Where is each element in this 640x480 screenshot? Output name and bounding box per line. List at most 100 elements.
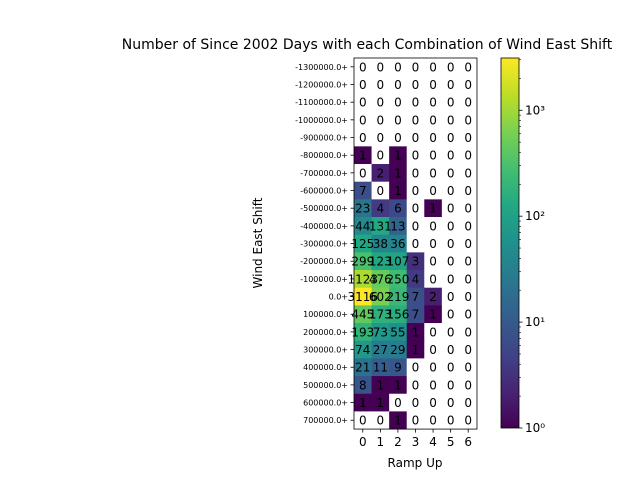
cell-value-label: 0: [447, 378, 455, 392]
cell-value-label: 1: [429, 202, 437, 216]
heatmap-cell: [371, 164, 390, 183]
heatmap-cell: [459, 340, 478, 359]
cell-value-label: 193: [351, 325, 374, 339]
cell-value-label: 131: [369, 219, 392, 233]
cell-value-label: 0: [429, 272, 437, 286]
heatmap-cell: [424, 340, 443, 359]
heatmap-cell: [424, 411, 443, 430]
heatmap-cell: [406, 93, 425, 112]
heatmap-cell: [424, 58, 443, 77]
heatmap-cell: [406, 146, 425, 165]
cell-value-label: 0: [464, 325, 472, 339]
cell-value-label: 0: [412, 361, 420, 375]
cell-value-label: 0: [377, 414, 385, 428]
cell-value-label: 36: [390, 237, 405, 251]
cell-value-label: 55: [390, 325, 405, 339]
heatmap-cell: [441, 270, 460, 289]
cell-value-label: 0: [377, 131, 385, 145]
heatmap-cell: [441, 146, 460, 165]
heatmap-cell: [389, 411, 408, 430]
cell-value-label: 0: [412, 149, 420, 163]
colorbar-gradient: [501, 58, 519, 428]
heatmap-cell: [389, 199, 408, 218]
heatmap-cell: [389, 111, 408, 130]
heatmap-cell: [371, 93, 390, 112]
cell-value-label: 0: [447, 60, 455, 74]
heatmap-cell: [389, 75, 408, 94]
cell-value-label: 4: [377, 202, 385, 216]
cell-value-label: 0: [429, 219, 437, 233]
heatmap-cell: [354, 199, 372, 218]
x-tick-label: 2: [394, 435, 402, 449]
heatmap-cell: [459, 287, 478, 306]
heatmap-cell: [371, 146, 390, 165]
heatmap-cell: [441, 411, 460, 430]
heatmap-cell: [354, 58, 372, 77]
heatmap-cell: [459, 217, 478, 236]
y-tick-label: -1200000.0+: [295, 81, 348, 90]
y-tick-label: -200000.0+: [300, 257, 348, 266]
cell-value-label: 0: [447, 396, 455, 410]
cell-value-label: 0: [412, 60, 420, 74]
x-axis-label: Ramp Up: [388, 456, 443, 470]
cell-value-label: 8: [359, 378, 367, 392]
cell-value-label: 0: [464, 149, 472, 163]
colorbar-tick-label: 10³: [525, 103, 545, 117]
heatmap-cell: [459, 164, 478, 183]
cell-value-label: 2: [377, 166, 385, 180]
y-tick-label: -1300000.0+: [295, 63, 348, 72]
heatmap-cell: [354, 93, 372, 112]
heatmap-cell: [424, 323, 443, 342]
cell-value-label: 0: [464, 202, 472, 216]
cell-value-label: 0: [394, 113, 402, 127]
heatmap-cell: [406, 234, 425, 253]
x-tick-label: 5: [447, 435, 455, 449]
cell-value-label: 1: [412, 343, 420, 357]
heatmap-cell: [371, 393, 390, 412]
cell-value-label: 3116: [348, 290, 379, 304]
heatmap-cell: [354, 270, 372, 289]
heatmap-cell: [406, 111, 425, 130]
heatmap-cell: [371, 340, 390, 359]
cell-value-label: 0: [464, 166, 472, 180]
heatmap-cell: [459, 234, 478, 253]
heatmap-cell: [371, 305, 390, 324]
cell-value-label: 1: [377, 396, 385, 410]
heatmap-cell: [459, 146, 478, 165]
cell-value-label: 0: [412, 396, 420, 410]
heatmap-cell: [424, 93, 443, 112]
heatmap-cell: [441, 358, 460, 377]
cell-value-label: 0: [447, 113, 455, 127]
cell-value-label: 0: [429, 343, 437, 357]
cell-value-label: 13: [390, 219, 405, 233]
heatmap-cell: [424, 376, 443, 395]
cell-value-label: 1: [394, 414, 402, 428]
cell-value-label: 1: [394, 378, 402, 392]
heatmap-cell: [459, 376, 478, 395]
cell-value-label: 0: [377, 78, 385, 92]
heatmap-cell: [424, 287, 443, 306]
heatmap-cell: [371, 217, 390, 236]
y-tick-label: -900000.0+: [300, 134, 348, 143]
cell-value-label: 0: [464, 396, 472, 410]
heatmap-cell: [441, 111, 460, 130]
cell-value-label: 7: [412, 308, 420, 322]
x-tick-label: 1: [377, 435, 385, 449]
cell-value-label: 0: [464, 272, 472, 286]
cell-value-label: 0: [464, 96, 472, 110]
cell-value-label: 1: [394, 184, 402, 198]
cell-value-label: 0: [447, 219, 455, 233]
heatmap-cell: [354, 358, 372, 377]
cell-value-label: 0: [359, 414, 367, 428]
cell-value-label: 0: [447, 414, 455, 428]
cell-value-label: 74: [355, 343, 370, 357]
heatmap-cell: [424, 128, 443, 147]
y-tick-label: 0.0+: [329, 293, 348, 302]
heatmap-cell: [459, 75, 478, 94]
heatmap-cell: [406, 287, 425, 306]
y-tick-label: 100000.0+: [303, 310, 348, 319]
heatmap-cell: [354, 305, 372, 324]
cell-value-label: 0: [464, 219, 472, 233]
heatmap-cell: [389, 128, 408, 147]
heatmap-cell: [441, 252, 460, 271]
